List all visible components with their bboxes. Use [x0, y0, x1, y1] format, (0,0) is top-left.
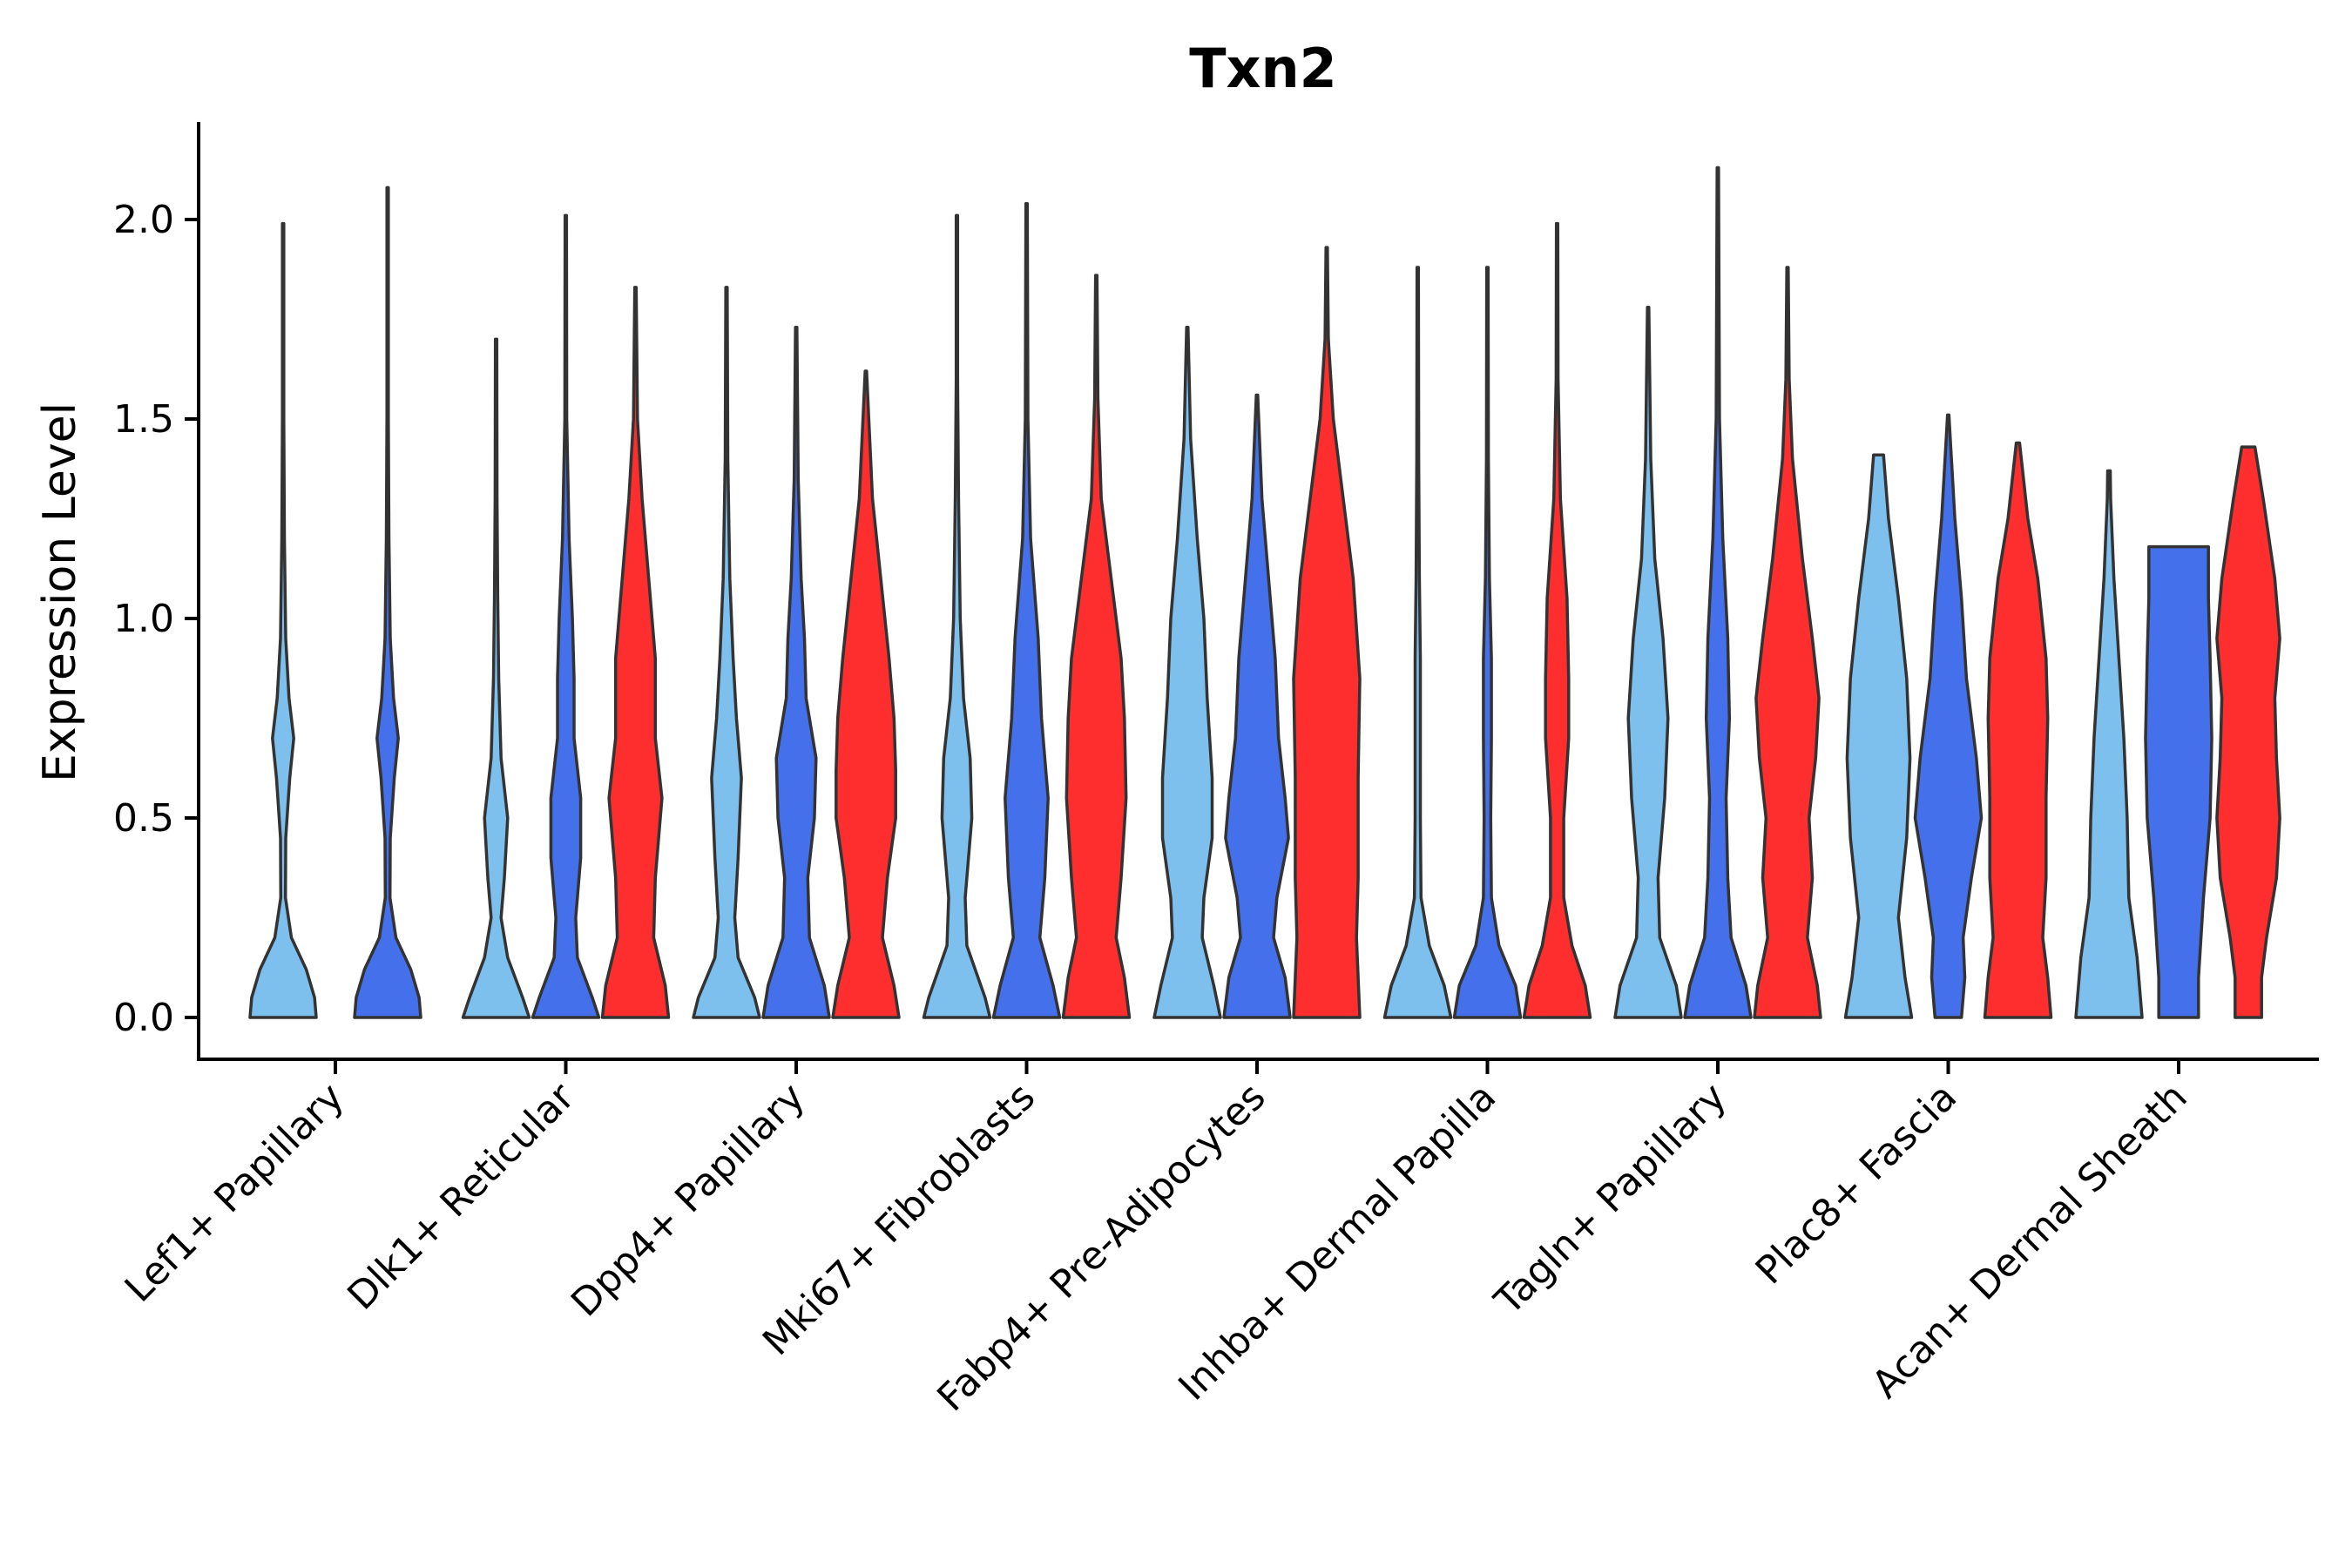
violin-23 [2074, 469, 2144, 1019]
violin-16 [1522, 221, 1592, 1019]
violin-21 [1913, 413, 1984, 1019]
violin-1 [353, 186, 422, 1019]
x-tick-label-1: Dlk1+ Reticular [339, 1074, 584, 1319]
violin-10 [1061, 274, 1132, 1019]
violin-25 [2215, 445, 2281, 1019]
x-tick-label-0: Lef1+ Papillary [117, 1075, 353, 1311]
violins-layer [248, 166, 2281, 1019]
violin-7 [831, 369, 901, 1019]
y-tick-label-3: 1.5 [113, 397, 174, 442]
violin-2 [461, 337, 531, 1019]
violin-0 [248, 221, 318, 1019]
y-tick-label-4: 2.0 [113, 198, 174, 242]
chart-title: Txn2 [1189, 37, 1337, 100]
y-axis-label: Expression Level [34, 402, 86, 782]
violin-24 [2144, 544, 2213, 1019]
y-tick-label-0: 0.0 [113, 996, 174, 1040]
violin-13 [1292, 246, 1362, 1019]
violin-17 [1613, 306, 1683, 1019]
x-tick-label-7: Plac8+ Fascia [1747, 1075, 1966, 1294]
violin-12 [1222, 393, 1292, 1019]
violin-3 [531, 213, 601, 1019]
x-tick-label-2: Dpp4+ Papillary [563, 1075, 814, 1326]
x-tick-label-6: Tagln+ Papillary [1486, 1075, 1735, 1324]
y-tick-label-2: 1.0 [113, 597, 174, 641]
violin-5 [692, 286, 761, 1019]
violin-6 [761, 325, 831, 1019]
violin-15 [1452, 266, 1523, 1019]
violin-8 [922, 213, 992, 1019]
violin-11 [1152, 325, 1222, 1019]
y-ticks-layer: 0.0 0.5 1.0 1.5 2.0 [113, 198, 199, 1040]
violin-18 [1683, 166, 1753, 1019]
violin-4 [600, 286, 671, 1019]
violin-22 [1983, 441, 2053, 1019]
violin-20 [1843, 453, 1914, 1019]
violin-14 [1382, 266, 1453, 1019]
violin-9 [991, 201, 1062, 1019]
violin-19 [1753, 266, 1822, 1019]
y-tick-label-1: 0.5 [113, 796, 174, 841]
